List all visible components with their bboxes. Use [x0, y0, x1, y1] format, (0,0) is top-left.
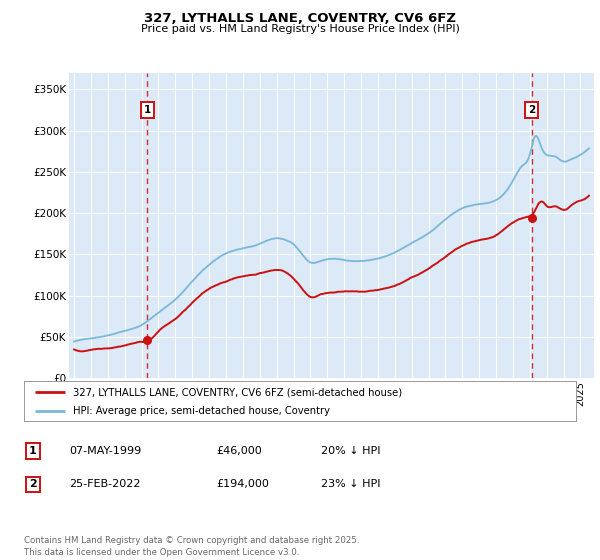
- Text: 2: 2: [29, 479, 37, 489]
- Text: Contains HM Land Registry data © Crown copyright and database right 2025.
This d: Contains HM Land Registry data © Crown c…: [24, 536, 359, 557]
- Text: £194,000: £194,000: [216, 479, 269, 489]
- Text: 327, LYTHALLS LANE, COVENTRY, CV6 6FZ (semi-detached house): 327, LYTHALLS LANE, COVENTRY, CV6 6FZ (s…: [73, 387, 402, 397]
- Text: 2: 2: [528, 105, 536, 115]
- Text: 1: 1: [144, 105, 151, 115]
- Text: HPI: Average price, semi-detached house, Coventry: HPI: Average price, semi-detached house,…: [73, 406, 329, 416]
- Text: £46,000: £46,000: [216, 446, 262, 456]
- Text: 20% ↓ HPI: 20% ↓ HPI: [321, 446, 380, 456]
- Text: Price paid vs. HM Land Registry's House Price Index (HPI): Price paid vs. HM Land Registry's House …: [140, 24, 460, 34]
- Text: 1: 1: [29, 446, 37, 456]
- Text: 25-FEB-2022: 25-FEB-2022: [69, 479, 140, 489]
- Text: 07-MAY-1999: 07-MAY-1999: [69, 446, 141, 456]
- Text: 23% ↓ HPI: 23% ↓ HPI: [321, 479, 380, 489]
- Text: 327, LYTHALLS LANE, COVENTRY, CV6 6FZ: 327, LYTHALLS LANE, COVENTRY, CV6 6FZ: [144, 12, 456, 25]
